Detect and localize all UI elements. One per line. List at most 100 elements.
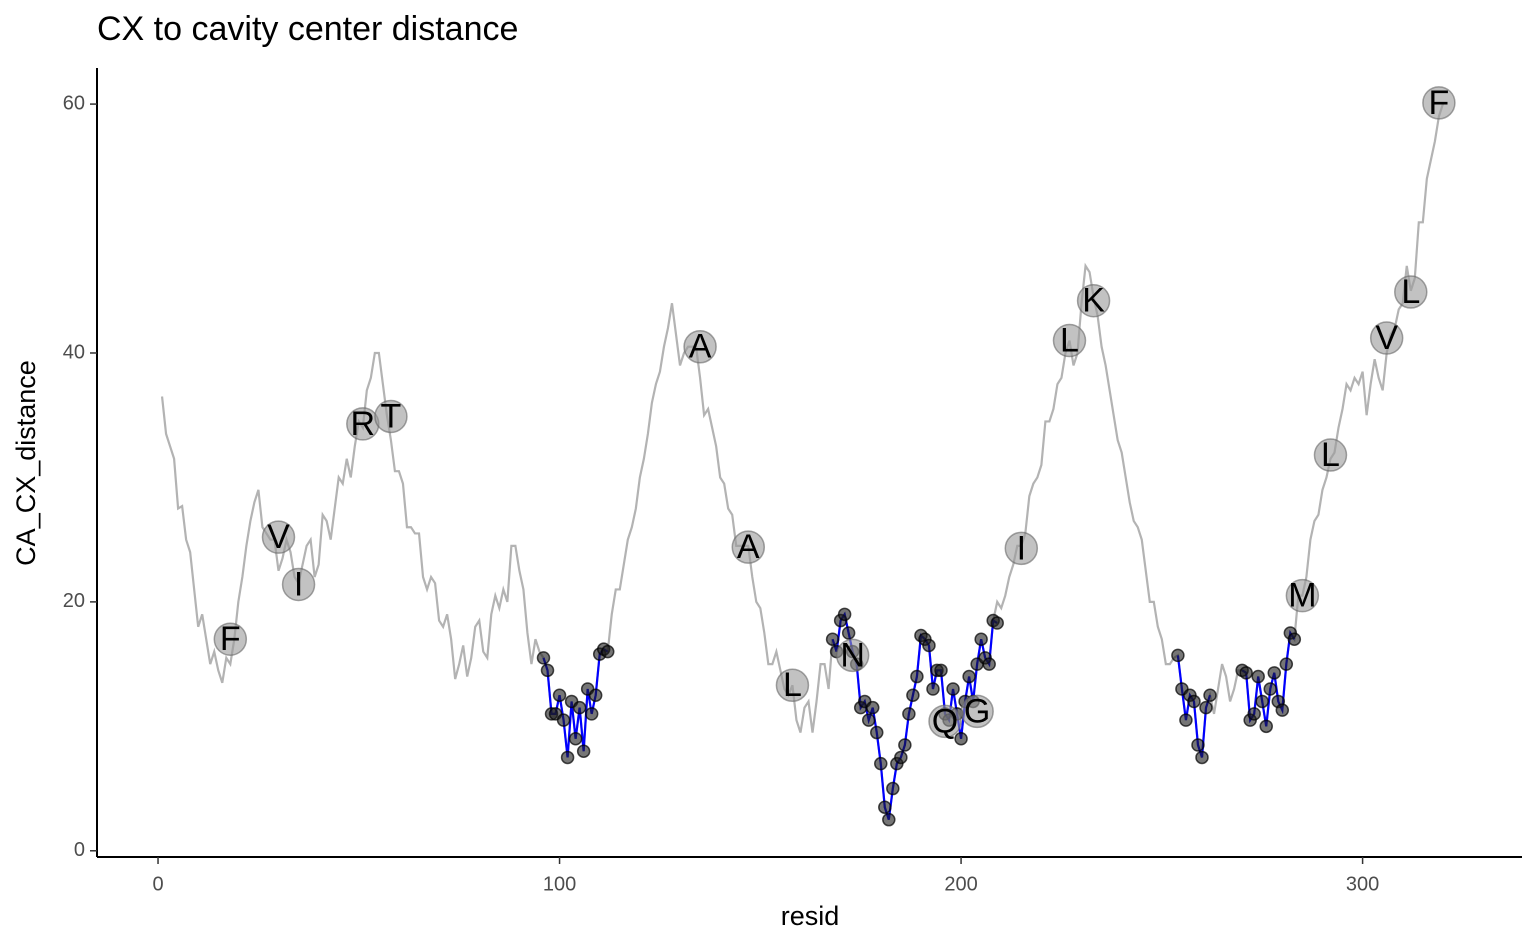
point bbox=[974, 632, 988, 646]
label-circle bbox=[374, 399, 408, 434]
y-tick-label: 60 bbox=[63, 92, 85, 114]
point bbox=[882, 812, 896, 827]
point bbox=[870, 725, 884, 740]
label-text: A bbox=[737, 528, 760, 566]
y-tick-label: 20 bbox=[63, 590, 85, 612]
point bbox=[865, 700, 880, 715]
y-tick-label: 0 bbox=[74, 839, 85, 861]
point bbox=[1247, 707, 1261, 721]
label-text: N bbox=[840, 636, 865, 674]
label-circle bbox=[1422, 86, 1456, 120]
label-text: F bbox=[220, 620, 241, 658]
point bbox=[841, 626, 856, 640]
label-text: Q bbox=[932, 702, 958, 740]
point bbox=[540, 663, 555, 678]
point bbox=[874, 756, 888, 771]
x-tick-label: 300 bbox=[1346, 873, 1379, 895]
point bbox=[837, 607, 852, 622]
point bbox=[572, 700, 587, 715]
point bbox=[1275, 703, 1290, 717]
point bbox=[990, 616, 1004, 630]
point bbox=[861, 713, 876, 727]
point bbox=[1279, 657, 1294, 671]
point bbox=[1179, 713, 1193, 727]
label-text: L bbox=[1321, 436, 1340, 474]
point bbox=[1263, 682, 1277, 696]
x-axis-title: resid bbox=[781, 901, 840, 931]
label-text: G bbox=[964, 692, 990, 730]
point bbox=[568, 732, 583, 746]
label-circle bbox=[960, 694, 994, 729]
label-circle bbox=[835, 638, 870, 673]
label-circle bbox=[1394, 275, 1428, 309]
label-circle bbox=[1313, 438, 1348, 472]
point bbox=[560, 750, 575, 765]
chart-title: CX to cavity center distance bbox=[97, 10, 518, 48]
point bbox=[962, 669, 976, 684]
label-text: V bbox=[1375, 319, 1398, 357]
point bbox=[1251, 669, 1265, 684]
point bbox=[922, 638, 936, 653]
point bbox=[902, 707, 916, 721]
label-circle bbox=[1004, 531, 1039, 566]
point bbox=[906, 688, 920, 702]
point bbox=[946, 682, 960, 696]
point bbox=[1203, 688, 1217, 702]
label-circle bbox=[683, 330, 717, 364]
point bbox=[1187, 694, 1201, 709]
point bbox=[1171, 648, 1185, 663]
label-text: V bbox=[267, 518, 290, 556]
label-text: A bbox=[689, 328, 712, 366]
point bbox=[910, 669, 924, 684]
point bbox=[1191, 738, 1205, 752]
label-circle bbox=[1285, 578, 1320, 613]
point bbox=[1259, 719, 1273, 734]
x-tick-label: 200 bbox=[944, 873, 977, 895]
point bbox=[588, 688, 603, 702]
label-circle bbox=[261, 520, 296, 554]
line bbox=[160, 103, 1444, 821]
y-tick-label: 40 bbox=[63, 341, 85, 363]
point bbox=[982, 657, 996, 671]
label-text: L bbox=[1401, 273, 1420, 311]
label-text: M bbox=[1288, 577, 1316, 615]
y-axis-title: CA_CX_distance bbox=[11, 360, 41, 566]
point bbox=[878, 800, 892, 814]
label-circle bbox=[731, 530, 766, 564]
x-tick-label: 100 bbox=[543, 873, 576, 895]
point bbox=[1199, 700, 1213, 715]
label-circle bbox=[1076, 283, 1111, 318]
point bbox=[556, 713, 571, 727]
point bbox=[886, 781, 900, 796]
point bbox=[825, 632, 840, 646]
point bbox=[552, 688, 567, 702]
point bbox=[1255, 694, 1269, 709]
point bbox=[1239, 666, 1253, 680]
point bbox=[926, 682, 940, 696]
label-circle bbox=[928, 704, 962, 739]
point bbox=[954, 732, 968, 746]
point bbox=[576, 744, 591, 758]
point bbox=[584, 707, 599, 721]
label-text: L bbox=[783, 666, 802, 704]
point bbox=[894, 750, 908, 765]
point bbox=[1267, 666, 1282, 680]
label-text: L bbox=[1060, 322, 1079, 360]
label-text: T bbox=[381, 397, 402, 435]
label-text: K bbox=[1082, 282, 1105, 320]
label-circle bbox=[1369, 321, 1404, 355]
point bbox=[1195, 750, 1209, 765]
label-circle bbox=[1052, 323, 1087, 358]
label-text: I bbox=[294, 565, 303, 603]
point bbox=[1287, 632, 1302, 646]
label-circle bbox=[281, 567, 316, 602]
point bbox=[536, 651, 551, 665]
label-text: R bbox=[351, 405, 376, 443]
x-tick-label: 0 bbox=[152, 873, 163, 895]
label-circle bbox=[775, 668, 810, 703]
label-circle bbox=[213, 622, 248, 656]
point bbox=[600, 644, 615, 659]
point bbox=[934, 663, 948, 678]
